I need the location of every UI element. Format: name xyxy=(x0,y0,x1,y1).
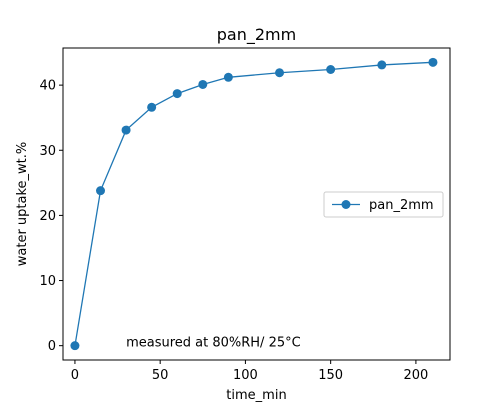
x-tick-label: 150 xyxy=(318,368,343,383)
data-point xyxy=(223,72,233,82)
legend-box xyxy=(323,191,444,218)
y-axis-label: water uptake_wt.% xyxy=(15,142,30,267)
y-tick-label: 40 xyxy=(39,79,56,94)
data-point xyxy=(198,79,208,89)
annotation-text: measured at 80%RH/ 25°C xyxy=(126,336,301,351)
legend-marker xyxy=(341,200,351,209)
legend-entry: pan_2mm xyxy=(369,198,434,213)
data-point xyxy=(70,341,80,351)
y-tick-label: 30 xyxy=(39,144,56,159)
x-axis-label: time_min xyxy=(226,388,286,403)
x-tick-label: 0 xyxy=(71,368,79,383)
data-point xyxy=(121,125,131,135)
y-tick-label: 0 xyxy=(48,339,56,354)
legend: pan_2mm xyxy=(323,191,444,218)
plot-area xyxy=(70,57,438,351)
data-point xyxy=(275,68,285,78)
chart-title: pan_2mm xyxy=(217,25,296,45)
data-point xyxy=(96,186,106,196)
x-tick-label: 100 xyxy=(233,368,258,383)
x-axis: 0 50 100 150 200 xyxy=(71,360,428,383)
x-tick-label: 200 xyxy=(403,368,428,383)
y-axis: 0 10 20 30 40 xyxy=(39,79,63,354)
x-tick-label: 50 xyxy=(152,368,169,383)
data-point xyxy=(172,89,182,99)
y-tick-label: 20 xyxy=(39,209,56,224)
data-point xyxy=(428,57,438,67)
plot-frame xyxy=(62,47,451,361)
y-tick-label: 10 xyxy=(39,274,56,289)
data-point xyxy=(147,102,157,112)
data-point xyxy=(326,64,336,74)
data-point xyxy=(377,60,387,70)
